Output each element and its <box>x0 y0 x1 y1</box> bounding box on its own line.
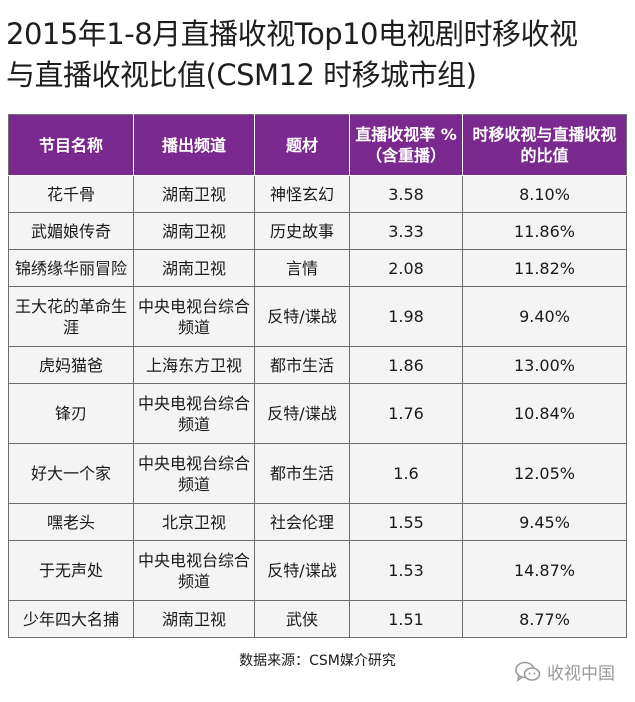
channel-cell: 上海东方卫视 <box>133 346 255 384</box>
title-line-1: 2015年1-8月直播收视Top10电视剧时移收视 <box>6 17 578 51</box>
timeshift-ratio-cell: 13.00% <box>462 346 627 384</box>
table-row: 武媚娘传奇 湖南卫视 历史故事 3.33 11.86% <box>8 212 627 250</box>
column-header-program: 节目名称 <box>8 114 134 176</box>
data-table: 节目名称 播出频道 题材 直播收视率 %（含重播） 时移收视与直播收视的比值 花… <box>8 114 627 638</box>
channel-cell: 湖南卫视 <box>133 212 255 250</box>
title-line-2: 与直播收视比值(CSM12 时移城市组) <box>6 58 477 92</box>
timeshift-ratio-cell: 9.45% <box>462 503 627 541</box>
column-header-genre: 题材 <box>254 114 350 176</box>
program-name-cell: 虎妈猫爸 <box>8 346 134 384</box>
watermark-text: 收视中国 <box>547 664 615 684</box>
table-row: 于无声处 中央电视台综合频道 反特/谍战 1.53 14.87% <box>8 540 627 601</box>
channel-cell: 中央电视台综合频道 <box>133 443 255 504</box>
genre-cell: 言情 <box>254 249 350 287</box>
live-rating-cell: 1.76 <box>349 383 463 444</box>
channel-cell: 中央电视台综合频道 <box>133 286 255 347</box>
genre-cell: 历史故事 <box>254 212 350 250</box>
data-source-note: 数据来源：CSM媒介研究 <box>239 653 396 669</box>
genre-cell: 神怪玄幻 <box>254 175 350 213</box>
table-row: 锦绣缘华丽冒险 湖南卫视 言情 2.08 11.82% <box>8 249 627 287</box>
live-rating-cell: 1.6 <box>349 443 463 504</box>
timeshift-ratio-cell: 11.86% <box>462 212 627 250</box>
genre-cell: 都市生活 <box>254 443 350 504</box>
column-header-live-rating: 直播收视率 %（含重播） <box>349 114 463 176</box>
table-row: 锋刃 中央电视台综合频道 反特/谍战 1.76 10.84% <box>8 383 627 444</box>
program-name-cell: 王大花的革命生涯 <box>8 286 134 347</box>
channel-cell: 中央电视台综合频道 <box>133 540 255 601</box>
timeshift-ratio-cell: 8.10% <box>462 175 627 213</box>
program-name-cell: 锦绣缘华丽冒险 <box>8 249 134 287</box>
table-row: 虎妈猫爸 上海东方卫视 都市生活 1.86 13.00% <box>8 346 627 384</box>
program-name-cell: 武媚娘传奇 <box>8 212 134 250</box>
live-rating-cell: 1.98 <box>349 286 463 347</box>
timeshift-ratio-cell: 11.82% <box>462 249 627 287</box>
live-rating-cell: 3.58 <box>349 175 463 213</box>
channel-cell: 湖南卫视 <box>133 175 255 213</box>
wechat-icon <box>515 661 541 682</box>
program-name-cell: 嘿老头 <box>8 503 134 541</box>
table-row: 王大花的革命生涯 中央电视台综合频道 反特/谍战 1.98 9.40% <box>8 286 627 347</box>
live-rating-cell: 3.33 <box>349 212 463 250</box>
timeshift-ratio-cell: 9.40% <box>462 286 627 347</box>
watermark: 收视中国 <box>515 659 615 684</box>
genre-cell: 都市生活 <box>254 346 350 384</box>
genre-cell: 反特/谍战 <box>254 286 350 347</box>
program-name-cell: 锋刃 <box>8 383 134 444</box>
genre-cell: 武侠 <box>254 600 350 638</box>
table-row: 好大一个家 中央电视台综合频道 都市生活 1.6 12.05% <box>8 443 627 504</box>
channel-cell: 北京卫视 <box>133 503 255 541</box>
program-name-cell: 少年四大名捕 <box>8 600 134 638</box>
live-rating-cell: 2.08 <box>349 249 463 287</box>
program-name-cell: 于无声处 <box>8 540 134 601</box>
program-name-cell: 好大一个家 <box>8 443 134 504</box>
live-rating-cell: 1.86 <box>349 346 463 384</box>
genre-cell: 反特/谍战 <box>254 540 350 601</box>
live-rating-cell: 1.51 <box>349 600 463 638</box>
table-row: 花千骨 湖南卫视 神怪玄幻 3.58 8.10% <box>8 175 627 213</box>
column-header-timeshift-ratio: 时移收视与直播收视的比值 <box>462 114 627 176</box>
program-name-cell: 花千骨 <box>8 175 134 213</box>
column-header-channel: 播出频道 <box>133 114 255 176</box>
table-row: 少年四大名捕 湖南卫视 武侠 1.51 8.77% <box>8 600 627 638</box>
channel-cell: 湖南卫视 <box>133 600 255 638</box>
genre-cell: 社会伦理 <box>254 503 350 541</box>
header-row: 节目名称 播出频道 题材 直播收视率 %（含重播） 时移收视与直播收视的比值 <box>8 114 627 176</box>
channel-cell: 湖南卫视 <box>133 249 255 287</box>
table-row: 嘿老头 北京卫视 社会伦理 1.55 9.45% <box>8 503 627 541</box>
live-rating-cell: 1.55 <box>349 503 463 541</box>
timeshift-ratio-cell: 10.84% <box>462 383 627 444</box>
genre-cell: 反特/谍战 <box>254 383 350 444</box>
channel-cell: 中央电视台综合频道 <box>133 383 255 444</box>
chart-title: 2015年1-8月直播收视Top10电视剧时移收视 与直播收视比值(CSM12 … <box>6 14 630 96</box>
live-rating-cell: 1.53 <box>349 540 463 601</box>
timeshift-ratio-cell: 8.77% <box>462 600 627 638</box>
timeshift-ratio-cell: 12.05% <box>462 443 627 504</box>
timeshift-ratio-cell: 14.87% <box>462 540 627 601</box>
